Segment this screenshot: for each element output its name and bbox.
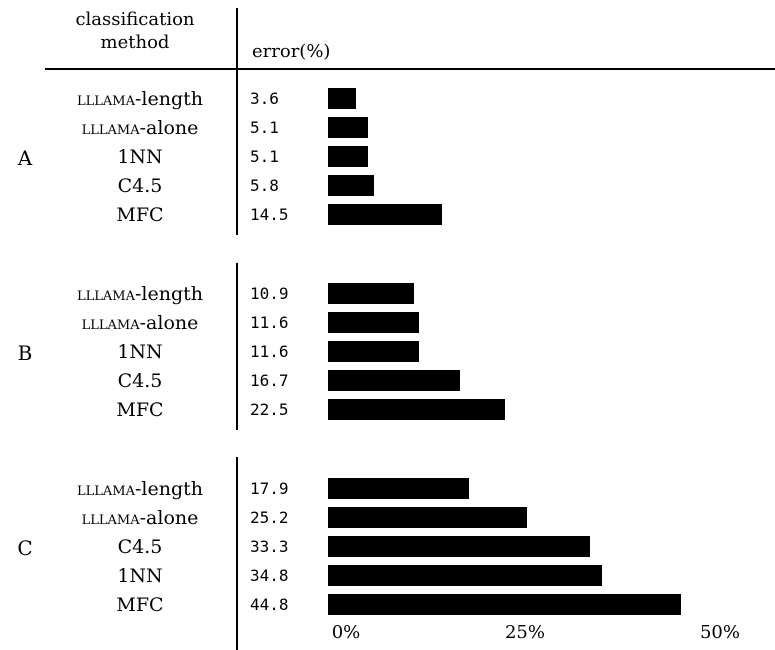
method-label-smallcaps: LLLAMA: [81, 507, 140, 529]
error-bar: [328, 175, 374, 196]
x-tick-label: 0%: [331, 622, 361, 643]
method-label: C4.5: [117, 536, 163, 558]
error-value-label: 10.9: [250, 284, 289, 303]
group-label: C: [17, 536, 33, 560]
error-value-label: 16.7: [250, 371, 289, 390]
separator-line-1: [236, 8, 238, 235]
error-bar: [328, 146, 369, 167]
method-label-suffix: -alone: [139, 117, 199, 139]
separator-line-3: [236, 457, 238, 650]
method-label-suffix: -alone: [139, 507, 199, 529]
method-label-smallcaps: LLLAMA: [81, 117, 140, 139]
error-bar: [328, 117, 369, 138]
header-method: classification method: [60, 8, 210, 54]
x-tick-label: 50%: [699, 622, 740, 643]
error-value-label: 11.6: [250, 313, 289, 332]
method-label: LLLAMA-alone: [50, 116, 230, 140]
method-label-suffix: -length: [134, 478, 203, 500]
method-label: 1NN: [117, 146, 163, 168]
header-rule: [45, 68, 775, 70]
method-label: LLLAMA-length: [50, 87, 230, 111]
error-value-label: 11.6: [250, 342, 289, 361]
group-label: B: [17, 341, 33, 365]
error-bar: [328, 204, 443, 225]
header-method-line2: method: [100, 32, 170, 53]
error-bar: [328, 88, 357, 109]
error-value-label: 14.5: [250, 205, 289, 224]
method-label: MFC: [116, 399, 164, 421]
group-label: A: [17, 146, 33, 170]
method-label-smallcaps: LLLAMA: [76, 478, 135, 500]
method-label-smallcaps: LLLAMA: [76, 283, 135, 305]
error-value-label: 34.8: [250, 566, 289, 585]
error-value-label: 5.1: [250, 118, 279, 137]
method-label-suffix: -length: [134, 88, 203, 110]
method-label: 1NN: [117, 565, 163, 587]
method-label-suffix: -length: [134, 283, 203, 305]
method-label: C4.5: [117, 175, 163, 197]
error-bar: [328, 312, 420, 333]
method-label: LLLAMA-length: [50, 477, 230, 501]
error-value-label: 5.1: [250, 147, 279, 166]
method-label-smallcaps: LLLAMA: [76, 88, 135, 110]
error-bar: [328, 507, 527, 528]
error-bar: [328, 399, 506, 420]
method-label: LLLAMA-length: [50, 282, 230, 306]
method-label: MFC: [116, 204, 164, 226]
error-bar: [328, 536, 591, 557]
error-bar: [328, 565, 603, 586]
method-label: 1NN: [117, 341, 163, 363]
header-method-line1: classification: [75, 9, 195, 30]
error-value-label: 25.2: [250, 508, 289, 527]
method-label: LLLAMA-alone: [50, 506, 230, 530]
error-value-label: 5.8: [250, 176, 279, 195]
method-label-suffix: -alone: [139, 312, 199, 334]
method-label: MFC: [116, 594, 164, 616]
x-tick-label: 25%: [504, 622, 545, 643]
separator-line-2: [236, 263, 238, 430]
error-bar: [328, 478, 470, 499]
header-error: error(%): [252, 41, 331, 62]
error-value-label: 3.6: [250, 89, 279, 108]
error-bar: [328, 594, 682, 615]
error-bar: [328, 341, 420, 362]
error-bar: [328, 283, 414, 304]
method-label: LLLAMA-alone: [50, 311, 230, 335]
error-value-label: 22.5: [250, 400, 289, 419]
error-value-label: 44.8: [250, 595, 289, 614]
method-label: C4.5: [117, 370, 163, 392]
error-value-label: 17.9: [250, 479, 289, 498]
error-value-label: 33.3: [250, 537, 289, 556]
error-bar: [328, 370, 460, 391]
method-label-smallcaps: LLLAMA: [81, 312, 140, 334]
